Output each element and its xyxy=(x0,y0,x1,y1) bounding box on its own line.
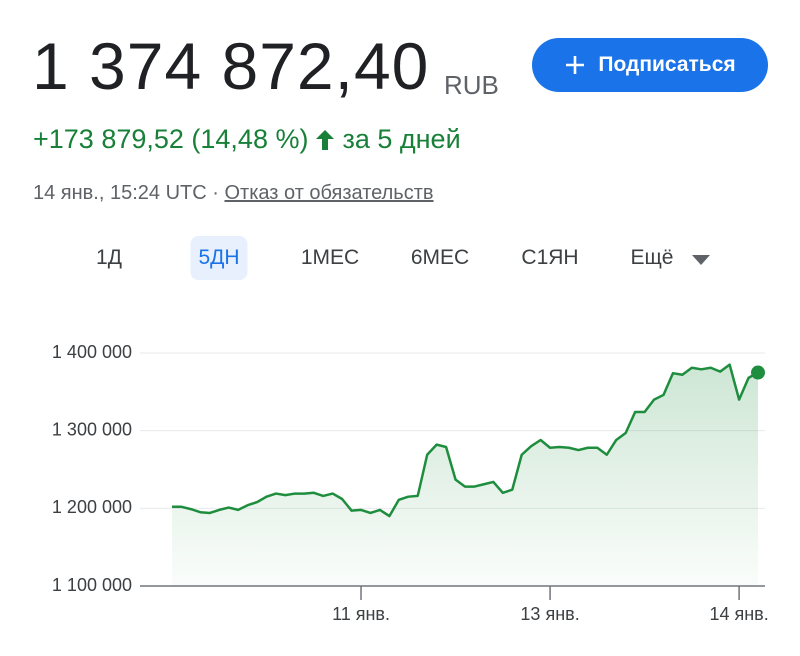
up-arrow xyxy=(316,129,335,150)
range-tab[interactable]: 6МЕС xyxy=(410,246,470,269)
last-point xyxy=(751,365,765,380)
y-tick-label: 1 200 000 xyxy=(52,497,132,517)
button-label: Подписаться xyxy=(598,53,736,76)
change: +173 879,52 (14,48 %) за 5 дней xyxy=(33,124,461,155)
range-tab[interactable]: 1Д xyxy=(96,246,122,269)
plus-icon xyxy=(566,56,585,74)
range-tab[interactable]: С1ЯН xyxy=(521,246,579,269)
chart: 1 100 000 1 200 000 1 300 000 1 400 000 11 я… xyxy=(52,342,769,624)
x-tick-label: 11 янв. xyxy=(332,604,390,624)
y-tick-label: 1 300 000 xyxy=(52,419,132,439)
timestamp: 14 янв., 15:24 UTC xyxy=(33,182,207,204)
subscribe-button[interactable]: Подписаться xyxy=(532,38,768,92)
separator: · xyxy=(212,182,219,204)
dropdown-icon xyxy=(692,255,710,265)
x-tick-label: 13 янв. xyxy=(520,604,579,624)
range-tab[interactable]: 1МЕС xyxy=(300,246,360,269)
area xyxy=(172,364,758,586)
x-tick-label: 14 янв. xyxy=(709,604,768,624)
y-tick-label: 1 400 000 xyxy=(52,342,132,362)
range-tab[interactable]: Ещё xyxy=(630,246,674,269)
range-tab[interactable]: 5ДН xyxy=(190,236,248,280)
change-value: +173 879,52 (14,48 %) xyxy=(33,124,309,154)
currency: RUB xyxy=(444,70,499,100)
disclaimer-link[interactable]: Отказ от обязательств xyxy=(224,182,434,204)
meta: 14 янв., 15:24 UTC · Отказ от обязательс… xyxy=(33,182,434,205)
y-tick-label: 1 100 000 xyxy=(52,575,132,595)
change-period: за 5 дней xyxy=(342,124,461,154)
price: 1 374 872,40 xyxy=(32,29,430,103)
price-line xyxy=(172,363,759,518)
